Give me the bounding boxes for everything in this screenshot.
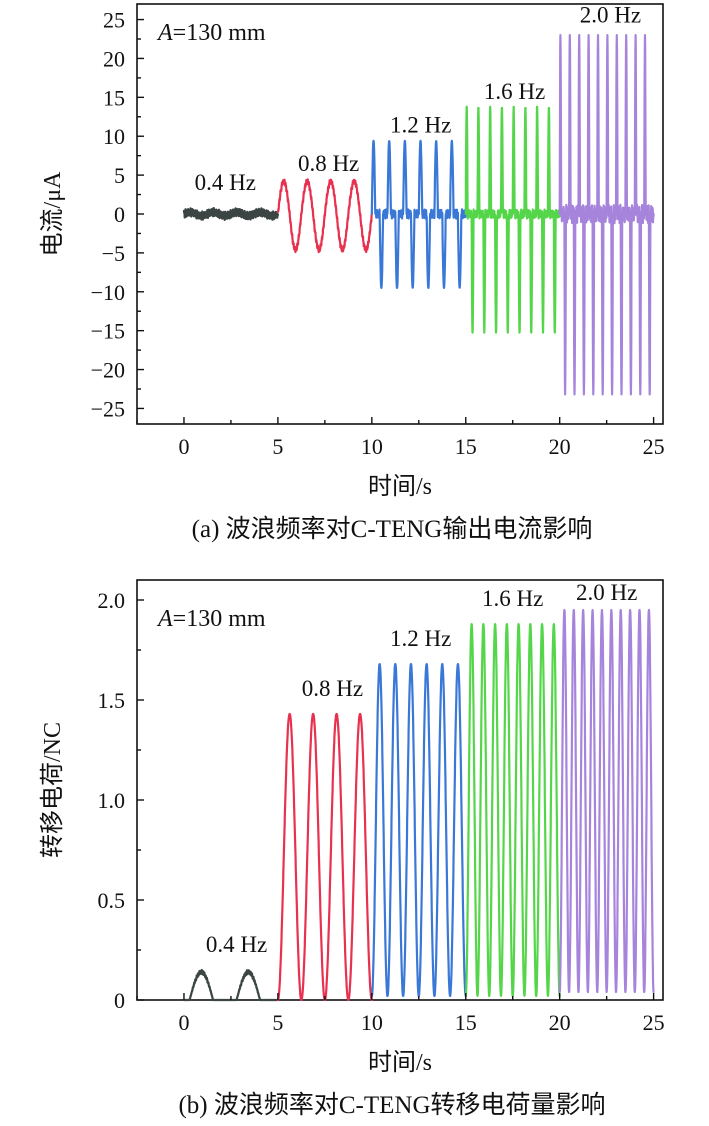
panel-a-series-1-6-Hz [464, 105, 561, 334]
panel-a-series-label: 1.6 Hz [484, 79, 545, 104]
panel-b-series-labels: 0.4 Hz 0.8 Hz 1.2 Hz 1.6 Hz 2.0 Hz [206, 580, 637, 957]
panel-a-x-tick-label: 10 [361, 434, 383, 459]
panel-a-x-tick-label: 5 [272, 434, 283, 459]
panel-b-y-tick-label: 2.0 [98, 588, 126, 613]
panel-a-series-label: 2.0 Hz [580, 3, 641, 28]
panel-a-y-tick-label: −25 [91, 396, 125, 421]
panel-a-series-label: 0.8 Hz [298, 151, 359, 176]
panel-a-y-tick-label: 5 [114, 163, 125, 188]
panel-b-x-tick-label: 10 [361, 1010, 383, 1035]
panel-b-y-axis-label: 转移电荷/NC [39, 722, 66, 858]
panel-a-x-tick-label: 0 [178, 434, 189, 459]
panel-a-caption: (a) 波浪频率对C-TENG输出电流影响 [192, 515, 593, 543]
panel-b-y-tick-label: 0.5 [98, 888, 126, 913]
panel-b-x-tick-label: 25 [643, 1010, 665, 1035]
panel-a-series-1-2-Hz [370, 139, 467, 289]
panel-a-x-tick-label: 20 [549, 434, 571, 459]
panel-a-series-labels: 0.4 Hz 0.8 Hz 1.2 Hz 1.6 Hz 2.0 Hz [195, 3, 641, 195]
panel-a-y-tick-label: −10 [91, 280, 125, 305]
panel-a-y-tick-label: 15 [103, 85, 125, 110]
panel-b-series-0-4-Hz [182, 968, 279, 1002]
panel-a-y-tick-label: 0 [114, 202, 125, 227]
panel-b-series-label: 2.0 Hz [576, 580, 637, 605]
panel-b-series-1-2-Hz [370, 662, 467, 998]
panel-b-charge-chart: 0 5 10 15 20 25 0 0.5 1.0 1.5 2.0 0.4 Hz 0.8 Hz 1.2… [39, 579, 665, 1119]
panel-a-x-axis: 0 5 10 15 20 25 [136, 417, 665, 459]
panel-a-series-label: 0.4 Hz [195, 170, 256, 195]
panel-a-y-tick-label: 20 [103, 46, 125, 71]
panel-b-x-tick-label: 15 [455, 1010, 477, 1035]
panel-b-plot-frame [136, 579, 664, 1001]
panel-b-series-label: 1.6 Hz [482, 586, 543, 611]
panel-b-x-tick-label: 0 [178, 1010, 189, 1035]
panel-a-series-label: 1.2 Hz [390, 112, 451, 137]
panel-b-series-label: 0.4 Hz [206, 932, 267, 957]
panel-a-y-axis-label: 电流/μA [39, 171, 66, 257]
panel-a-y-tick-label: −15 [91, 319, 125, 344]
panel-b-y-tick-label: 0 [114, 988, 125, 1013]
panel-b-y-axis: 0 0.5 1.0 1.5 2.0 [98, 588, 144, 1013]
panel-a-series-2-0-Hz [558, 33, 655, 396]
panel-b-series-label: 1.2 Hz [390, 626, 451, 651]
panel-a-y-tick-label: −5 [102, 241, 125, 266]
panel-a-amplitude-annotation: A=130 mm [156, 20, 266, 46]
panel-b-series-0-8-Hz [276, 712, 373, 1002]
panel-b-series-2-0-Hz [558, 608, 655, 994]
panel-a-x-tick-label: 15 [455, 434, 477, 459]
panel-a-y-axis: −25 −20 −15 −10 −5 0 5 10 15 20 25 [91, 8, 144, 421]
panel-b-x-axis: 0 5 10 15 20 25 [136, 993, 665, 1035]
panel-b-y-tick-label: 1.5 [98, 688, 126, 713]
panel-b-series-label: 0.8 Hz [302, 676, 363, 701]
panel-b-caption: (b) 波浪频率对C-TENG转移电荷量影响 [178, 1091, 605, 1119]
panel-a-current-chart: 0 5 10 15 20 25 −25 −20 −15 −10 −5 0 5 10 15 20 25 0.4 … [39, 3, 665, 543]
panel-b-x-tick-label: 5 [272, 1010, 283, 1035]
panel-b-y-tick-label: 1.0 [98, 788, 126, 813]
panel-a-traces [182, 33, 655, 396]
panel-a-y-tick-label: −20 [91, 358, 125, 383]
panel-b-amplitude-annotation: A=130 mm [156, 606, 266, 632]
panel-a-series-0-4-Hz [182, 207, 279, 221]
panel-b-series-1-6-Hz [464, 622, 561, 998]
panel-a-x-tick-label: 25 [643, 434, 665, 459]
panel-b-x-axis-label: 时间/s [368, 1049, 432, 1076]
panel-a-y-tick-label: 25 [103, 8, 125, 33]
panel-a-y-tick-label: 10 [103, 124, 125, 149]
panel-b-x-tick-label: 20 [549, 1010, 571, 1035]
panel-a-x-axis-label: 时间/s [368, 473, 432, 500]
panel-a-series-0-8-Hz [276, 178, 373, 254]
